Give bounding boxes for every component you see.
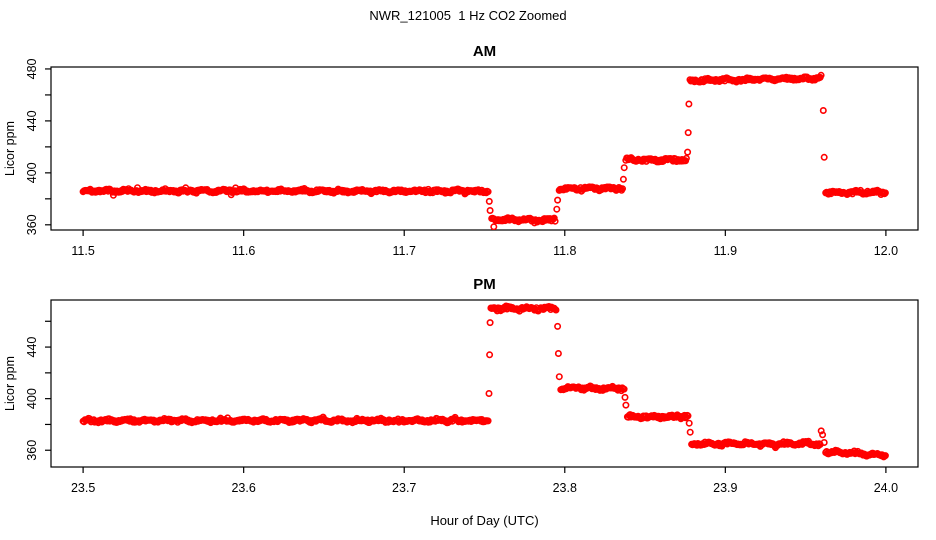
x-tick-label: 23.7 [392, 481, 416, 495]
am-plot-frame [50, 66, 919, 231]
transition-point [685, 100, 693, 108]
x-tick-label: 11.7 [393, 244, 416, 258]
y-tick-label: 360 [25, 440, 39, 461]
transition-point [553, 205, 561, 213]
y-tick-label: 440 [25, 110, 39, 131]
pm-y-axis-label: Licor ppm [3, 356, 17, 411]
x-tick-label: 23.5 [71, 481, 95, 495]
y-tick-label: 400 [25, 388, 39, 409]
am-y-axis-label: Licor ppm [3, 121, 17, 176]
pm-data-points [79, 302, 889, 461]
transition-point [485, 197, 493, 205]
transition-point [684, 148, 692, 156]
x-tick-label: 23.6 [231, 481, 255, 495]
transition-point [620, 164, 628, 172]
x-tick-label: 11.8 [553, 244, 576, 258]
transition-point [621, 393, 629, 401]
transition-point [685, 419, 693, 427]
x-tick-label: 23.8 [553, 481, 577, 495]
transition-point [820, 438, 828, 446]
am-data-points [79, 71, 889, 230]
y-tick-label: 400 [25, 162, 39, 183]
transition-point [819, 431, 827, 439]
transition-point [619, 175, 627, 183]
transition-point [485, 389, 493, 397]
figure-title: NWR_121005 1 Hz CO2 Zoomed [369, 8, 567, 23]
pm-plot-frame [50, 299, 919, 468]
transition-point [486, 207, 494, 215]
pm-panel-title: PM [473, 276, 496, 293]
y-tick-label: 440 [25, 337, 39, 358]
transition-point [820, 153, 828, 161]
transition-point [554, 349, 562, 357]
transition-point [490, 223, 498, 230]
pm-plot-area: 23.5 23.6 23.7 23.8 23.9 24.0 360 400 440 Licor p… [3, 299, 919, 495]
transition-point [622, 401, 630, 409]
x-tick-label: 12.0 [874, 244, 898, 258]
transition-point [554, 196, 562, 204]
transition-point [486, 351, 494, 359]
y-tick-label: 480 [25, 58, 39, 79]
transition-point [684, 129, 692, 137]
x-tick-label: 11.5 [71, 244, 94, 258]
transition-point [817, 427, 825, 435]
y-tick-label: 360 [25, 214, 39, 235]
transition-point [555, 373, 563, 381]
transition-point [819, 107, 827, 115]
transition-point [554, 322, 562, 330]
x-tick-label: 23.9 [713, 481, 737, 495]
x-axis-label: Hour of Day (UTC) [430, 513, 539, 528]
x-tick-label: 11.9 [714, 244, 737, 258]
transition-point [486, 319, 494, 327]
x-tick-label: 24.0 [874, 481, 898, 495]
x-tick-label: 11.6 [232, 244, 255, 258]
transition-point [686, 428, 694, 436]
am-plot-area: 11.5 11.6 11.7 11.8 11.9 12.0 360 400 440 480 Lico… [3, 58, 919, 258]
am-panel-title: AM [472, 43, 497, 60]
